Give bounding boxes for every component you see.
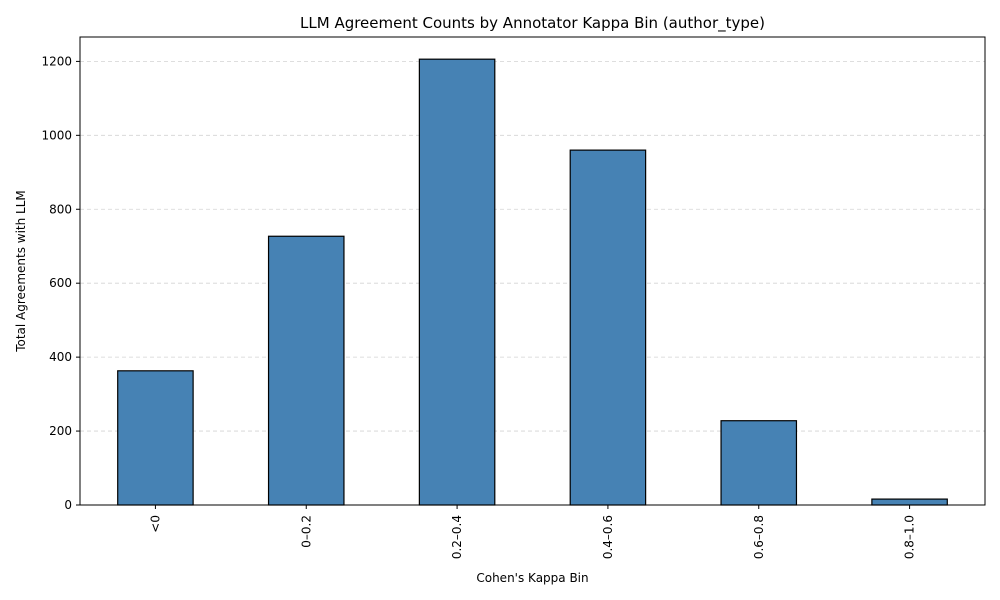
x-axis-label: Cohen's Kappa Bin	[476, 571, 588, 585]
x-tick-label: 0.2–0.4	[450, 515, 464, 559]
x-tick-label: 0.4–0.6	[601, 515, 615, 559]
y-tick-label: 1200	[41, 54, 72, 68]
bar	[720, 420, 798, 506]
x-tick-label: 0.8–1.0	[903, 515, 917, 559]
y-tick-label: 600	[49, 276, 72, 290]
x-tick-label: 0–0.2	[299, 515, 313, 548]
y-tick-label: 400	[49, 350, 72, 364]
bars	[117, 58, 948, 506]
y-axis-ticks: 0 200 400 600 800 1000 1200	[41, 54, 80, 512]
y-tick-label: 1000	[41, 128, 72, 142]
bar	[267, 235, 345, 506]
x-tick-label: 0.6–0.8	[752, 515, 766, 559]
x-tick-label: <0	[148, 515, 162, 533]
bar	[418, 58, 496, 506]
chart-title: LLM Agreement Counts by Annotator Kappa …	[300, 14, 765, 33]
x-axis-ticks: <0 0–0.2 0.2–0.4 0.4–0.6 0.6–0.8 0.8–1.0	[148, 505, 917, 559]
bar	[569, 149, 647, 506]
y-tick-label: 800	[49, 202, 72, 216]
bar	[871, 498, 948, 506]
bar	[117, 370, 194, 506]
plot-frame	[79, 36, 986, 506]
y-axis-label: Total Agreements with LLM	[14, 190, 28, 353]
y-tick-label: 200	[49, 424, 72, 438]
y-tick-label: 0	[64, 498, 72, 512]
grid-lines	[80, 60, 985, 506]
